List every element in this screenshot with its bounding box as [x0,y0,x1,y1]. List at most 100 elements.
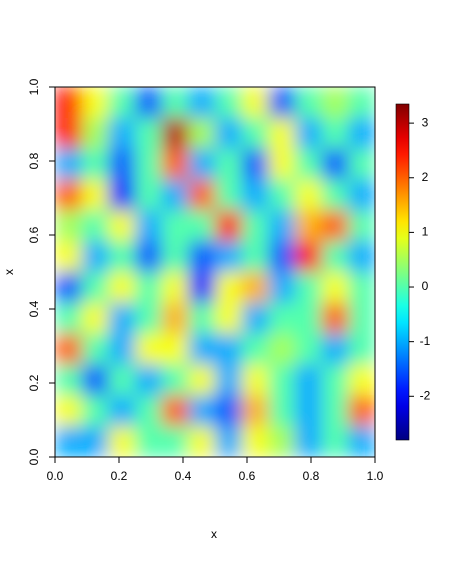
heat-cell [295,426,323,457]
heat-cell [295,148,323,180]
heat-cell [215,241,243,273]
heat-cell [55,302,83,335]
heat-cell [348,117,375,150]
colorbar-tick-label: -2 [420,388,431,402]
heat-cell [81,117,109,150]
heat-cell [161,333,189,365]
heat-cell [188,179,216,211]
heat-cell [295,333,323,365]
heat-cell [321,210,349,242]
heat-cell [321,117,349,150]
heat-cell [55,426,83,457]
heat-cell [135,272,163,304]
heat-cell [135,395,163,427]
heat-cell [268,364,296,396]
x-tick-label: 0.2 [111,469,128,483]
heat-cell [321,364,349,396]
heat-cell [135,148,163,180]
heat-cell [215,302,243,335]
heat-cell [108,210,136,242]
x-tick-label: 0.8 [303,469,320,483]
heat-cell [135,426,163,457]
heat-cell [108,364,136,396]
x-tick-label: 1.0 [367,469,384,483]
heat-cell [348,179,375,211]
heat-cell [161,364,189,396]
heat-cell [55,364,83,396]
plot-frame [54,86,376,458]
heat-cell [188,395,216,427]
heat-cell [81,364,109,396]
heat-cell [295,210,323,242]
x-tick-label: 0.6 [239,469,256,483]
heat-cell [215,333,243,365]
heat-cell [295,179,323,211]
colorbar [395,103,410,441]
y-tick-label: 0.2 [27,374,41,391]
heat-cell [188,241,216,273]
heat-cell [55,272,83,304]
heat-cell [188,117,216,150]
heat-cell [295,302,323,335]
heat-cell [188,364,216,396]
x-tick-label: 0.4 [175,469,192,483]
heat-cell [55,210,83,242]
heat-cell [241,272,269,304]
heat-cell [348,241,375,273]
heat-cell [108,395,136,427]
colorbar-tick-label: 0 [422,279,429,293]
heat-cell [241,302,269,335]
heat-cell [241,117,269,150]
heat-cell [135,302,163,335]
heat-cell [188,148,216,180]
colorbar-tick-label: 2 [422,170,429,184]
heat-cell [81,87,109,119]
heat-cell [215,364,243,396]
heat-cell [161,179,189,211]
colorbar-tick-label: -1 [420,334,431,348]
heat-cell [135,241,163,273]
heat-cell [268,302,296,335]
heat-cell [268,210,296,242]
colorbar-tick-label: 3 [422,115,429,129]
heat-cell [161,87,189,119]
heat-cell [108,426,136,457]
heat-cell [348,87,375,119]
heat-cell [241,364,269,396]
heat-cell [241,333,269,365]
heat-cell [188,272,216,304]
heat-cell [268,395,296,427]
heat-cell [161,272,189,304]
heat-cell [161,426,189,457]
y-tick-label: 0.0 [27,448,41,465]
x-axis-label: x [211,527,217,541]
heat-cell [321,302,349,335]
heat-cell [268,333,296,365]
heat-cell [268,179,296,211]
heat-cell [55,148,83,180]
heat-cell [81,179,109,211]
heat-cell [161,148,189,180]
heat-cell [241,426,269,457]
heat-cell [161,210,189,242]
heat-cell [321,272,349,304]
heat-cell [108,179,136,211]
heat-cell [215,272,243,304]
heat-cell [161,302,189,335]
heat-cell [55,395,83,427]
heat-cell [161,117,189,150]
heat-cell [135,210,163,242]
heat-cell [188,210,216,242]
heat-cell [135,87,163,119]
heat-cell [295,395,323,427]
heat-cell [321,179,349,211]
heat-cell [268,117,296,150]
heat-cell [348,333,375,365]
heat-cell [348,395,375,427]
heat-cell [135,333,163,365]
heat-cell [295,87,323,119]
heat-cell [55,333,83,365]
heat-cell [321,87,349,119]
y-tick-label: 0.4 [27,300,41,317]
heat-cell [268,426,296,457]
